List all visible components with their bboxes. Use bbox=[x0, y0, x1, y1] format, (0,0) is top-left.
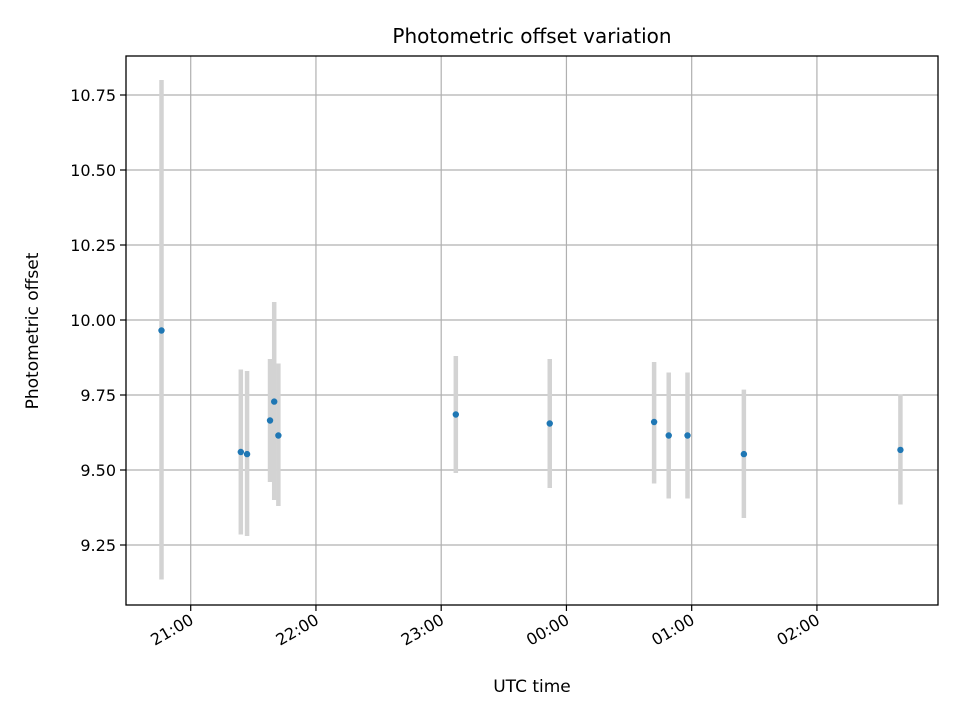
x-tick-label: 22:00 bbox=[273, 610, 322, 650]
x-tick-label: 01:00 bbox=[648, 610, 697, 650]
data-point bbox=[275, 432, 282, 439]
y-tick-label: 10.00 bbox=[70, 311, 116, 330]
data-points bbox=[158, 327, 904, 458]
y-tick-label: 10.50 bbox=[70, 161, 116, 180]
data-point bbox=[237, 448, 245, 456]
data-point bbox=[665, 432, 672, 439]
data-point bbox=[243, 450, 251, 458]
data-point bbox=[897, 446, 904, 454]
grid-lines bbox=[126, 56, 938, 605]
y-tick-label: 9.75 bbox=[80, 386, 116, 405]
data-point bbox=[684, 432, 691, 439]
x-tick-label: 23:00 bbox=[398, 610, 447, 650]
data-point bbox=[266, 417, 274, 424]
y-tick-label: 9.25 bbox=[80, 536, 116, 555]
x-axis-ticks: 21:00 22:00 23:00 00:00 01:00 02:00 bbox=[147, 605, 823, 650]
y-tick-label: 9.50 bbox=[80, 461, 116, 480]
y-axis-ticks: 9.25 9.50 9.75 10.00 10.25 10.50 10.75 bbox=[70, 86, 126, 555]
x-axis-label: UTC time bbox=[493, 677, 571, 697]
x-tick-label: 00:00 bbox=[523, 610, 572, 650]
plot-frame bbox=[125, 55, 939, 606]
data-point bbox=[546, 420, 553, 427]
y-tick-label: 10.25 bbox=[70, 236, 116, 255]
data-point bbox=[452, 411, 460, 418]
x-tick-label: 21:00 bbox=[147, 610, 196, 650]
error-bars bbox=[159, 80, 903, 580]
x-tick-label: 02:00 bbox=[773, 610, 822, 650]
data-point bbox=[650, 418, 658, 426]
y-tick-label: 10.75 bbox=[70, 86, 116, 105]
data-point bbox=[158, 327, 165, 334]
data-point bbox=[271, 398, 278, 405]
chart-title: Photometric offset variation bbox=[392, 24, 671, 48]
y-axis-label: Photometric offset bbox=[23, 252, 43, 409]
data-point bbox=[740, 450, 748, 458]
